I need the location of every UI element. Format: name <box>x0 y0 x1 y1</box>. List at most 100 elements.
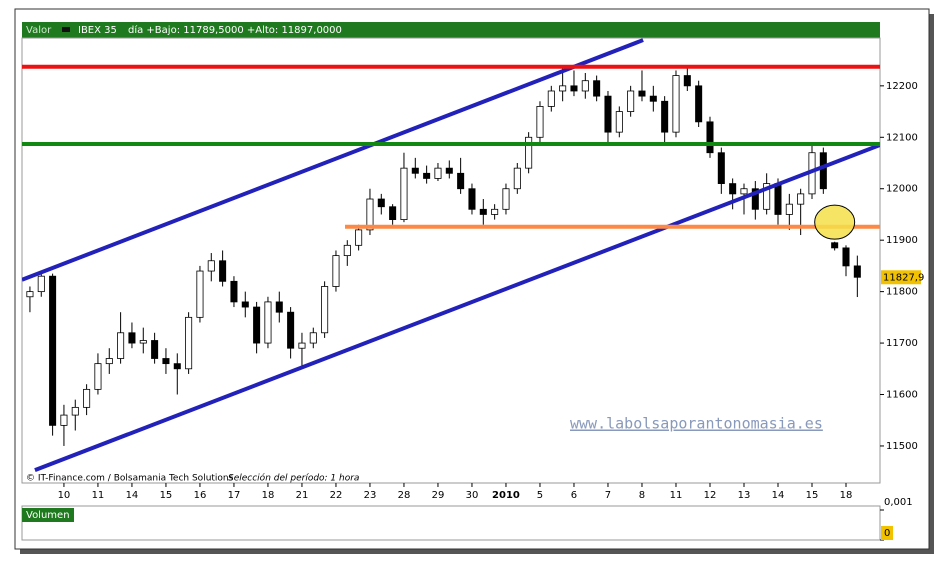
candle-body <box>468 188 476 210</box>
header-info: día +Bajo: 11789,5000 +Alto: 11897,0000 <box>128 24 342 36</box>
candle-body <box>785 203 793 215</box>
candle-body <box>479 208 487 215</box>
y-tick-label: 11900 <box>886 235 918 246</box>
candle-body <box>525 136 533 169</box>
candle-body <box>751 188 759 210</box>
candle-body <box>241 301 249 308</box>
y-tick-label: 11600 <box>886 390 918 401</box>
x-tick-label: 17 <box>228 490 241 501</box>
candle-body <box>706 121 714 154</box>
candle-body <box>423 172 431 179</box>
candle-body <box>389 206 397 221</box>
x-tick-label: 30 <box>466 490 479 501</box>
y-tick-label: 12000 <box>886 184 918 195</box>
x-tick-label: 2010 <box>492 490 520 501</box>
candle-body <box>162 358 170 365</box>
header-label: Valor <box>26 25 52 36</box>
x-tick-label: 11 <box>92 490 105 501</box>
x-tick-label: 18 <box>840 490 853 501</box>
header-symbol: IBEX 35 <box>78 25 117 36</box>
candle-body <box>842 247 850 267</box>
candle-body <box>763 183 771 210</box>
volume-label: Volumen <box>26 510 70 521</box>
candle-body <box>105 358 113 365</box>
period: Selección del período: 1 hora <box>228 473 359 484</box>
candle-body <box>94 363 102 390</box>
x-tick-label: 23 <box>364 490 377 501</box>
x-tick-label: 8 <box>639 490 645 501</box>
x-tick-label: 15 <box>160 490 173 501</box>
candle-body <box>604 95 612 133</box>
volume-tick-label: 0 <box>884 528 890 539</box>
candle-body <box>717 152 725 184</box>
candle-body <box>60 414 68 426</box>
x-tick-label: 14 <box>772 490 785 501</box>
candle-body <box>547 90 555 107</box>
candle-body <box>49 275 57 426</box>
x-tick-label: 16 <box>194 490 207 501</box>
x-tick-label: 11 <box>670 490 683 501</box>
candle-body <box>411 167 419 174</box>
candle-body <box>128 332 136 344</box>
candle-body <box>264 301 272 344</box>
trend-line <box>34 143 880 473</box>
candle-body <box>321 286 329 334</box>
candle-body <box>774 183 782 215</box>
x-tick-label: 28 <box>398 490 411 501</box>
candle-body <box>207 260 215 272</box>
candle-body <box>400 167 408 221</box>
volume-label-bg <box>22 508 74 522</box>
candle-body <box>649 95 657 102</box>
candle-body <box>377 198 385 208</box>
candle-body <box>253 306 261 344</box>
candle-body <box>445 167 453 174</box>
x-tick-label: 5 <box>537 490 543 501</box>
candle-body <box>797 193 805 205</box>
candle-body <box>457 172 465 190</box>
x-tick-label: 15 <box>806 490 819 501</box>
candle-body <box>695 85 703 123</box>
watermark: www.labolsaporantonomasia.es <box>570 415 823 433</box>
candle-body <box>117 332 125 359</box>
candle-body <box>627 90 635 112</box>
candle-body <box>638 90 646 97</box>
candle-body <box>343 244 351 257</box>
candle-body <box>173 363 181 370</box>
candle-body <box>230 280 238 303</box>
candle-body <box>729 183 737 195</box>
candle-body <box>570 85 578 92</box>
candle-body <box>196 270 204 318</box>
x-tick-label: 14 <box>126 490 139 501</box>
x-tick-label: 18 <box>262 490 275 501</box>
x-tick-label: 22 <box>330 490 343 501</box>
candle-body <box>593 80 601 97</box>
x-tick-label: 10 <box>58 490 71 501</box>
candle-body <box>139 340 147 344</box>
candle-body <box>853 265 861 278</box>
y-tick-label: 12100 <box>886 132 918 143</box>
candle-body <box>151 340 159 359</box>
candle-body <box>615 111 623 133</box>
footer: © IT-Finance.com / Bolsamania Tech Solut… <box>26 474 234 484</box>
candle-body <box>536 106 544 138</box>
header-icon <box>62 27 70 32</box>
volume-tick-label: 0,001 <box>884 497 913 508</box>
candle-body <box>502 188 510 210</box>
candle-body <box>513 167 521 190</box>
candle-body <box>434 167 442 179</box>
candle-body <box>491 208 499 215</box>
candle-body <box>672 75 680 133</box>
candle-body <box>219 260 227 282</box>
candle-body <box>559 85 567 92</box>
candle-body <box>581 80 589 92</box>
candle-body <box>683 75 691 87</box>
candle-body <box>37 275 45 293</box>
volume-area <box>21 505 881 541</box>
candle-body <box>355 229 363 246</box>
candle-body <box>309 332 317 344</box>
candle-body <box>366 198 374 231</box>
last-price-box <box>881 270 921 285</box>
candle-body <box>831 242 839 249</box>
candle-body <box>819 152 827 190</box>
